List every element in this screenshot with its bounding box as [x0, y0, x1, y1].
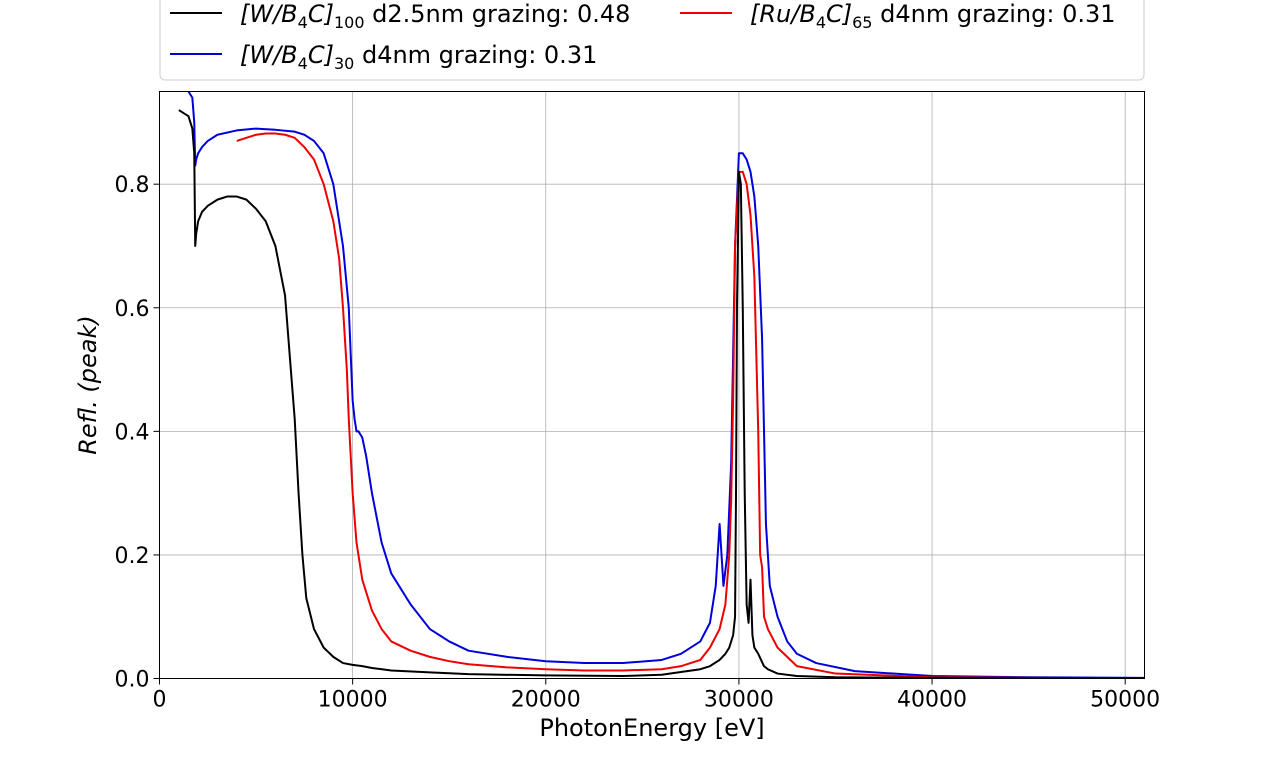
x-tick-label: 20000 [511, 688, 581, 713]
y-tick-label: 0.4 [115, 420, 150, 445]
x-tick-label: 40000 [897, 688, 967, 713]
x-tick-label: 30000 [704, 688, 774, 713]
x-tick-label: 10000 [318, 688, 388, 713]
legend-label-w-b4c-100: [W/B4C]100 d2.5nm grazing: 0.48 [240, 0, 630, 32]
series-line-ru-b4c-65 [236, 132, 1145, 679]
legend: [W/B4C]100 d2.5nm grazing: 0.48 [Ru/B4C]… [159, 0, 1145, 81]
series-line-w-b4c-30 [187, 91, 1145, 679]
legend-entry-w-b4c-100: [W/B4C]100 d2.5nm grazing: 0.48 [170, 0, 630, 32]
legend-entry-w-b4c-30: [W/B4C]30 d4nm grazing: 0.31 [170, 41, 597, 73]
y-tick-label: 0.8 [115, 173, 150, 198]
legend-label-w-b4c-30: [W/B4C]30 d4nm grazing: 0.31 [240, 41, 597, 73]
y-tick-label: 0.6 [115, 297, 150, 322]
legend-frame [159, 0, 1145, 81]
plot-area: 0 10000 20000 30000 40000 50000 0.0 0.2 0.4 0.6 0.… [115, 91, 1161, 713]
x-tick-label: 0 [153, 688, 167, 713]
series-layer [178, 91, 1145, 679]
series-line-w-b4c-100 [178, 109, 1145, 679]
y-axis-label: Refl. (peak) [74, 315, 102, 455]
legend-label-ru-b4c-65: [Ru/B4C]65 d4nm grazing: 0.31 [750, 0, 1116, 32]
x-tick-label: 50000 [1090, 688, 1160, 713]
plot-background [159, 91, 1145, 679]
y-tick-label: 0.2 [115, 544, 150, 569]
x-axis-label: PhotonEnergy [eV] [539, 714, 764, 742]
ticks: 0 10000 20000 30000 40000 50000 0.0 0.2 0.4 0.6 0.… [115, 173, 1161, 712]
y-tick-label: 0.0 [115, 668, 150, 693]
plot-frame [159, 91, 1145, 679]
legend-entry-ru-b4c-65: [Ru/B4C]65 d4nm grazing: 0.31 [680, 0, 1116, 32]
